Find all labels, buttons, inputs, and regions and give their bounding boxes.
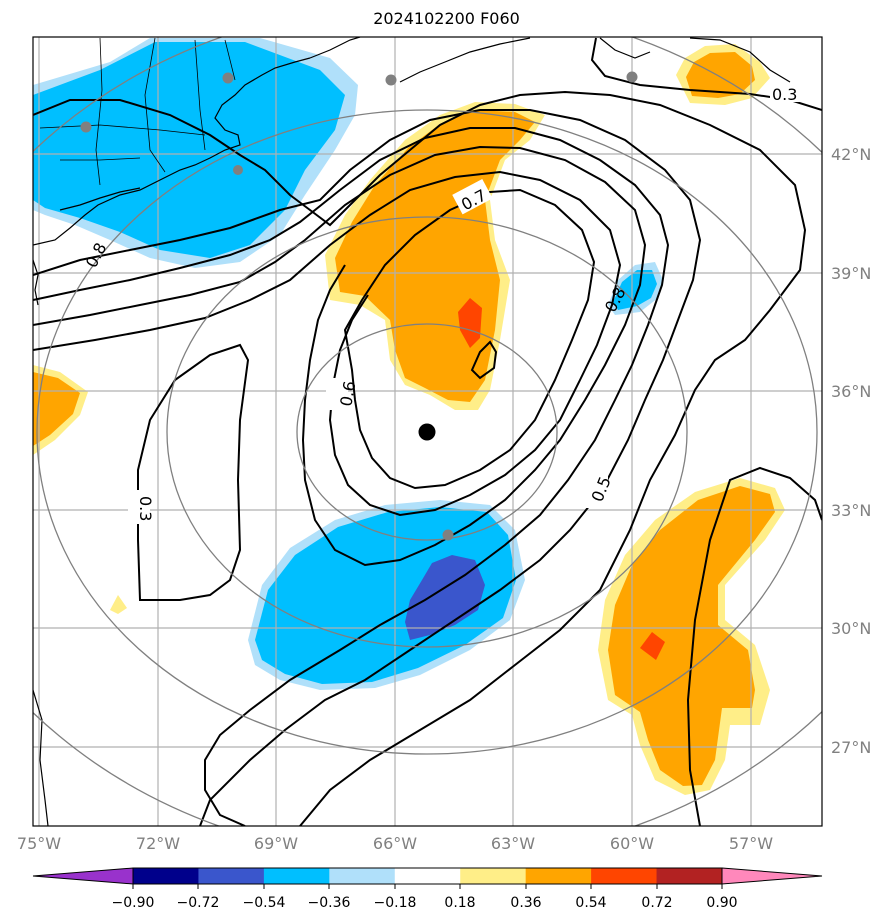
colorbar-cell <box>460 868 527 884</box>
station-dot <box>626 71 638 83</box>
colorbar-labels: −0.90 −0.72 −0.54 −0.36 −0.18 0.18 0.36 … <box>112 895 738 911</box>
colorbar-cell <box>329 868 396 884</box>
lon-label: 72°W <box>136 834 180 853</box>
station-dot <box>385 74 397 86</box>
shade-red-orange <box>458 298 482 348</box>
colorbar-label: 0.90 <box>706 895 737 911</box>
graticule <box>33 37 822 826</box>
lon-label: 66°W <box>373 834 417 853</box>
station-dot <box>233 165 243 175</box>
colorbar-cell <box>394 868 461 884</box>
contour-label: 0.3 <box>136 496 155 521</box>
contour-label: 0.3 <box>772 85 797 104</box>
colorbar-extend-min <box>32 867 134 885</box>
shade-dark-blue <box>405 555 485 640</box>
colorbar-cell <box>656 868 723 884</box>
lat-label: 36°N <box>831 382 871 401</box>
lat-label: 42°N <box>831 145 871 164</box>
station-markers <box>80 71 638 541</box>
colorbar-label: 0.72 <box>641 895 672 911</box>
lon-label: 69°W <box>254 834 298 853</box>
storm-center-marker <box>418 423 436 441</box>
colorbar-label: −0.90 <box>112 895 155 911</box>
colorbar-label: 0.54 <box>575 895 606 911</box>
contour-lines <box>33 37 822 826</box>
colorbar: −0.90 −0.72 −0.54 −0.36 −0.18 0.18 0.36 … <box>32 867 823 911</box>
colorbar-cell <box>133 868 199 884</box>
lon-label: 57°W <box>729 834 773 853</box>
colorbar-label: 0.36 <box>510 895 541 911</box>
colorbar-label: 0.18 <box>444 895 475 911</box>
colorbar-label: −0.18 <box>374 895 417 911</box>
colorbar-ticks <box>132 884 723 889</box>
shade-red-orange <box>640 632 665 660</box>
map-plot-area: 0.3 0.7 0.8 0.8 0.6 0.5 0.3 <box>33 37 822 826</box>
colorbar-label: −0.72 <box>177 895 220 911</box>
colorbar-cell <box>591 868 658 884</box>
lat-label: 30°N <box>831 619 871 638</box>
plot-frame <box>32 36 823 827</box>
state-borders <box>39 37 236 186</box>
colorbar-cell <box>525 868 592 884</box>
station-dot <box>442 529 454 541</box>
colorbar-label: −0.36 <box>308 895 351 911</box>
shade-blue <box>255 507 516 684</box>
longitude-labels: 75°W 72°W 69°W 66°W 63°W 60°W 57°W <box>17 834 773 853</box>
shade-orange <box>335 110 535 402</box>
station-dot <box>222 72 234 84</box>
latitude-labels: 42°N 39°N 36°N 33°N 30°N 27°N <box>831 145 871 757</box>
lat-label: 33°N <box>831 501 871 520</box>
colorbar-cell <box>263 868 330 884</box>
contour-label: 0.6 <box>336 379 359 407</box>
range-rings <box>33 37 822 826</box>
colorbar-extend-max <box>721 867 823 885</box>
filled-contours <box>33 38 785 795</box>
lon-label: 60°W <box>610 834 654 853</box>
station-dot <box>80 121 92 133</box>
shade-blue <box>33 42 345 258</box>
lon-label: 75°W <box>17 834 61 853</box>
lat-label: 39°N <box>831 264 871 283</box>
map-title: 2024102200 F060 <box>373 9 520 28</box>
lon-label: 63°W <box>491 834 535 853</box>
colorbar-label: −0.54 <box>243 895 286 911</box>
colorbar-cell <box>198 868 265 884</box>
shade-yellow <box>110 595 127 614</box>
shade-blue <box>613 270 657 310</box>
shade-orange <box>608 486 775 786</box>
coastlines <box>33 37 791 826</box>
lat-label: 27°N <box>831 738 871 757</box>
